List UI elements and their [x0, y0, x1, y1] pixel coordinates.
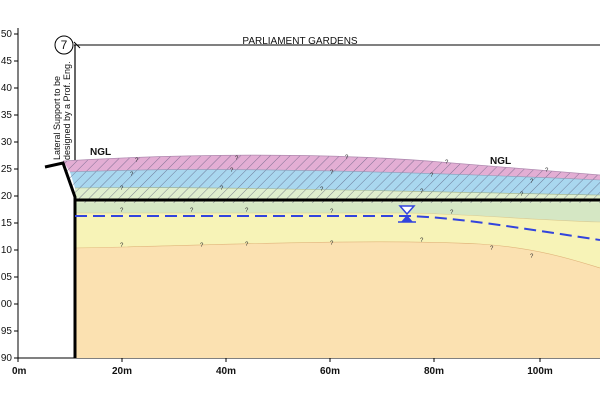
y-tick-label: .00 [0, 299, 12, 310]
y-tick-label: .50 [0, 29, 12, 40]
unknown-marker: ? [135, 158, 139, 164]
callout-note-line-1: Lateral Support to be [52, 76, 62, 160]
unknown-marker: ? [545, 168, 549, 174]
layer-band-yellow [75, 213, 600, 268]
y-tick-label: .35 [0, 110, 12, 121]
section-title: PARLIAMENT GARDENS [242, 36, 358, 47]
unknown-marker: ? [445, 160, 449, 166]
unknown-marker: ? [420, 189, 424, 195]
water-table [75, 205, 600, 241]
y-tick-label: .25 [0, 164, 12, 175]
y-tick-label: .20 [0, 191, 12, 202]
unknown-marker: ? [420, 238, 424, 244]
unknown-marker: ? [320, 187, 324, 193]
y-tick-label: .45 [0, 56, 12, 67]
title-bar: PARLIAMENT GARDENS [73, 36, 600, 49]
unknown-marker: ? [245, 208, 249, 214]
layer-hatching [63, 155, 600, 203]
y-tick-label: .15 [0, 218, 12, 229]
y-axis: .50 .45 .40 .35 .30 .25 .20 .15 .10 .05 .00 .95 .90 [0, 28, 19, 364]
callout-note: Lateral Support to be designed by a Prof… [52, 61, 72, 160]
x-axis: 0m 20m 40m 60m 80m 100m [12, 357, 600, 377]
unknown-marker: ? [120, 186, 124, 192]
water-table-symbol [398, 205, 416, 223]
y-tick-label: .10 [0, 245, 12, 256]
unknown-marker: ? [330, 241, 334, 247]
callout-number: 7 [61, 38, 68, 52]
excavation-outline [44, 45, 600, 358]
x-tick-label: 60m [320, 366, 340, 377]
unknown-marker: ? [120, 243, 124, 249]
callout-note-line-2: designed by a Prof. Eng. [62, 61, 72, 160]
unknown-marker: ? [330, 170, 334, 176]
unknown-marker: ? [190, 208, 194, 214]
y-tick-label: .05 [0, 272, 12, 283]
unknown-marker: ? [130, 172, 134, 178]
unknown-marker: ? [450, 210, 454, 216]
unknown-marker: ? [330, 209, 334, 215]
y-tick-label: .30 [0, 137, 12, 148]
unknown-marker: ? [530, 179, 534, 185]
layer-band-green [75, 203, 600, 222]
unknown-marker: ? [235, 156, 239, 162]
unknown-marker: ? [200, 243, 204, 249]
x-tick-label: 20m [112, 366, 132, 377]
x-tick-label: 100m [527, 366, 553, 377]
x-tick-label: 80m [424, 366, 444, 377]
y-tick-label: .95 [0, 326, 12, 337]
ngl-label-left: NGL [90, 147, 111, 158]
layer-base-orange [75, 241, 600, 358]
x-tick-label: 40m [216, 366, 236, 377]
y-tick-label: .40 [0, 83, 12, 94]
unknown-marker: ? [490, 246, 494, 252]
unknown-marker: ? [345, 155, 349, 161]
unknown-marker: ? [245, 242, 249, 248]
unknown-marker: ? [220, 186, 224, 192]
soil-layers [62, 154, 600, 358]
unknown-marker: ? [520, 192, 524, 198]
unknown-marker: ? [230, 168, 234, 174]
ngl-label-right: NGL [490, 156, 511, 167]
callout-marker: 7 [54, 35, 74, 55]
unknown-marker: ? [430, 173, 434, 179]
unknown-marker: ? [530, 254, 534, 260]
unknown-marker: ? [120, 208, 124, 214]
unknown-markers: ??????????????????????????? [120, 155, 549, 260]
y-tick-label: .90 [0, 353, 12, 364]
x-tick-label: 0m [12, 366, 27, 377]
